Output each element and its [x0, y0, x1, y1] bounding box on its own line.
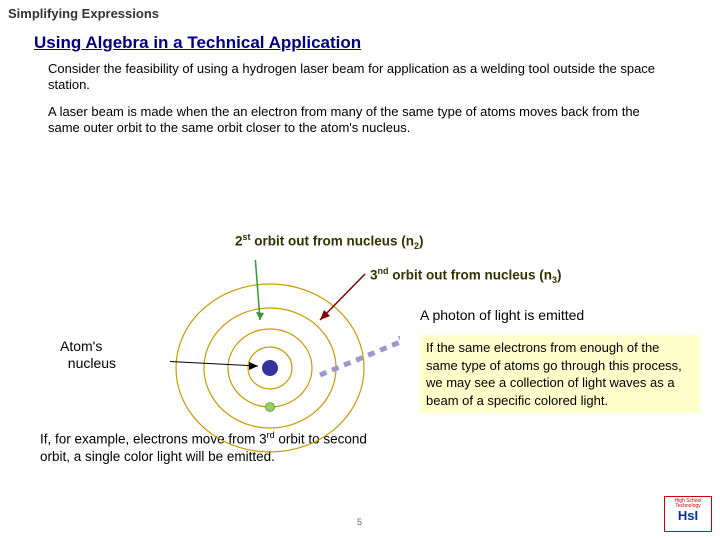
logo: High School Technology HsI — [664, 496, 712, 532]
page-number: 5 — [357, 517, 362, 527]
nucleus-l2: nucleus — [68, 355, 116, 371]
orbit3-close: ) — [557, 268, 562, 283]
info-box: If the same electrons from enough of the… — [420, 335, 700, 413]
photon-label: A photon of light is emitted — [420, 307, 584, 323]
orbit3-text: orbit out from nucleus (n — [389, 268, 553, 283]
nucleus-l1: Atom's — [60, 338, 102, 354]
atom-diagram — [170, 260, 400, 460]
page-title: Using Algebra in a Technical Application — [34, 33, 720, 53]
paragraph-1: Consider the feasibility of using a hydr… — [48, 61, 672, 94]
orbit2-close: ) — [419, 234, 424, 249]
orbit2-num: 2 — [235, 234, 243, 249]
logo-hsi: HsI — [665, 509, 711, 522]
paragraph-2: A laser beam is made when the an electro… — [48, 104, 672, 137]
nucleus-label: Atom's nucleus — [60, 338, 116, 372]
orbit2-text: orbit out from nucleus (n — [251, 234, 415, 249]
page-header: Simplifying Expressions — [0, 0, 720, 27]
orbit-2-label: 2st orbit out from nucleus (n2) — [235, 232, 424, 251]
orbit2-suffix: st — [243, 232, 251, 242]
